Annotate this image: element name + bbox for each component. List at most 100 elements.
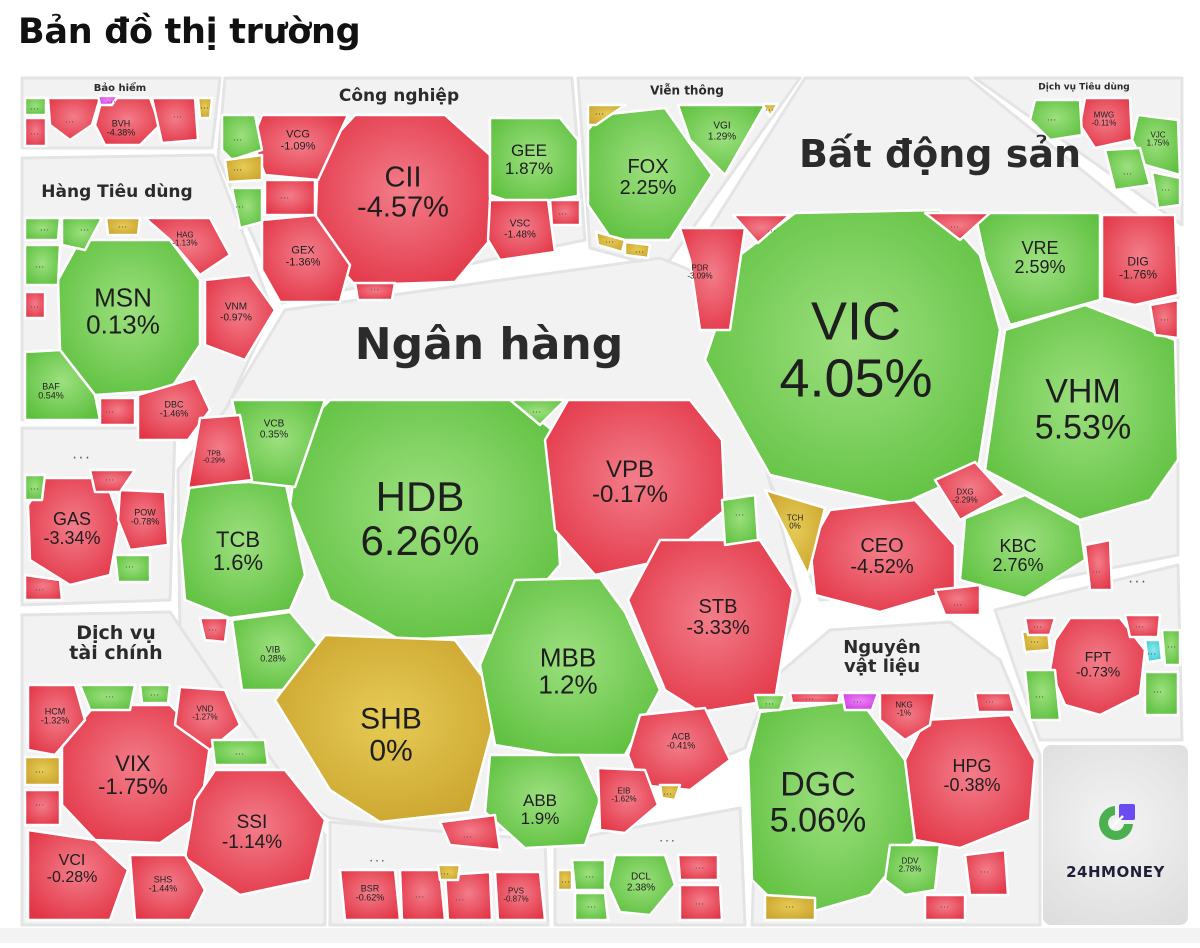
stock-cell[interactable] <box>1023 668 1062 722</box>
stock-cell[interactable] <box>1160 628 1182 667</box>
stock-cell[interactable] <box>196 96 214 120</box>
stock-cell[interactable] <box>788 691 842 705</box>
stock-cell[interactable] <box>548 198 582 227</box>
stock-cell[interactable] <box>720 493 760 547</box>
stock-cell-vci[interactable] <box>26 828 130 922</box>
stock-cell[interactable] <box>23 96 48 117</box>
stock-cell[interactable] <box>658 783 682 802</box>
stock-cell[interactable] <box>223 153 264 184</box>
stock-cell[interactable] <box>1103 146 1152 192</box>
stock-cell-dig[interactable] <box>1100 213 1180 307</box>
stock-cell-kbc[interactable] <box>958 493 1087 600</box>
stock-cell-mbb[interactable] <box>478 576 662 757</box>
stock-cell[interactable] <box>78 683 137 712</box>
stock-cell-tch[interactable] <box>763 488 827 577</box>
stock-cell[interactable] <box>198 616 230 644</box>
stock-cell[interactable] <box>676 853 720 882</box>
stock-cell-vgi[interactable] <box>676 103 767 177</box>
stock-cell-shs[interactable] <box>128 853 207 922</box>
stock-cell-acb[interactable] <box>626 706 732 792</box>
stock-cell[interactable] <box>508 398 567 427</box>
stock-cell[interactable] <box>1148 298 1180 340</box>
stock-cell[interactable] <box>1150 170 1182 210</box>
stock-cell[interactable] <box>1028 98 1084 142</box>
stock-cell[interactable] <box>438 813 502 852</box>
stock-cell-hag[interactable] <box>143 216 232 277</box>
stock-cell-fox[interactable] <box>586 106 714 242</box>
stock-cell[interactable] <box>1123 613 1162 639</box>
stock-cell-shb[interactable] <box>273 633 502 824</box>
stock-cell[interactable] <box>263 178 317 217</box>
stock-cell-baf[interactable] <box>23 348 102 422</box>
stock-cell-abb[interactable] <box>483 753 602 850</box>
stock-cell-gee[interactable] <box>488 116 580 207</box>
stock-cell[interactable] <box>443 870 494 922</box>
stock-cell[interactable] <box>104 216 142 237</box>
stock-cell[interactable] <box>570 858 607 892</box>
stock-cell-cii[interactable] <box>313 113 492 287</box>
stock-cell[interactable] <box>98 396 137 427</box>
stock-cell-msn[interactable] <box>56 238 202 397</box>
stock-cell[interactable] <box>923 211 992 242</box>
stock-cell[interactable] <box>23 216 62 242</box>
stock-cell[interactable] <box>586 103 627 127</box>
stock-cell-pdr[interactable] <box>678 226 747 332</box>
stock-cell[interactable] <box>46 96 102 142</box>
stock-cell-pow[interactable] <box>116 488 170 552</box>
stock-cell[interactable] <box>23 788 62 827</box>
stock-cell[interactable] <box>973 691 1017 714</box>
stock-cell[interactable] <box>623 240 652 260</box>
stock-cell-bsr[interactable] <box>338 868 402 922</box>
stock-cell-pvs[interactable] <box>493 870 547 922</box>
stock-cell-dgc[interactable] <box>746 698 917 920</box>
stock-cell[interactable] <box>23 290 47 320</box>
stock-cell[interactable] <box>678 883 724 922</box>
stock-cell[interactable] <box>763 893 817 922</box>
stock-cell[interactable] <box>753 693 787 712</box>
stock-cell-bvh[interactable] <box>93 96 162 147</box>
stock-cell[interactable] <box>1143 670 1180 717</box>
stock-cell[interactable] <box>210 738 270 767</box>
stock-cell[interactable] <box>436 863 462 882</box>
stock-cell-hpg[interactable] <box>903 713 1037 850</box>
stock-cell[interactable] <box>923 893 967 922</box>
stock-cell-vsc[interactable] <box>486 198 557 262</box>
stock-cell[interactable] <box>96 94 120 107</box>
stock-cell[interactable] <box>150 96 200 145</box>
stock-cell-vnd[interactable] <box>173 685 242 752</box>
stock-cell[interactable] <box>113 553 152 584</box>
stock-cell[interactable] <box>933 583 982 617</box>
stock-cell[interactable] <box>60 216 104 252</box>
stock-cell-dcl[interactable] <box>606 853 677 917</box>
stock-cell-vhm[interactable] <box>983 303 1180 522</box>
stock-cell[interactable] <box>88 468 137 494</box>
stock-cell[interactable] <box>23 473 47 502</box>
stock-cell-eib[interactable] <box>596 766 660 835</box>
stock-cell-nkg[interactable] <box>878 691 937 742</box>
stock-cell[interactable] <box>23 755 62 787</box>
stock-cell[interactable] <box>398 868 447 922</box>
stock-cell-vnm[interactable] <box>203 273 277 362</box>
stock-cell-tcb[interactable] <box>178 478 307 620</box>
stock-cell[interactable] <box>594 230 627 254</box>
stock-cell[interactable] <box>1023 616 1057 637</box>
stock-cell[interactable] <box>573 891 610 922</box>
stock-cell[interactable] <box>220 113 264 162</box>
stock-cell[interactable] <box>138 683 172 705</box>
stock-cell[interactable] <box>840 691 880 712</box>
stock-cell[interactable] <box>23 243 62 287</box>
stock-cell-ssi[interactable] <box>183 768 327 897</box>
stock-cell-dxg[interactable] <box>933 460 1007 522</box>
stock-cell[interactable] <box>1143 638 1164 664</box>
stock-cell[interactable] <box>353 281 397 302</box>
stock-cell-stb[interactable] <box>626 538 795 714</box>
stock-cell[interactable] <box>731 213 792 245</box>
stock-cell[interactable] <box>556 868 574 892</box>
stock-cell[interactable] <box>760 102 780 118</box>
stock-cell-tpb[interactable] <box>186 413 254 490</box>
stock-cell-hcm[interactable] <box>26 683 87 757</box>
stock-cell[interactable] <box>230 186 264 230</box>
stock-cell[interactable] <box>23 573 64 602</box>
stock-cell[interactable] <box>963 848 1010 897</box>
stock-cell[interactable] <box>23 116 48 148</box>
